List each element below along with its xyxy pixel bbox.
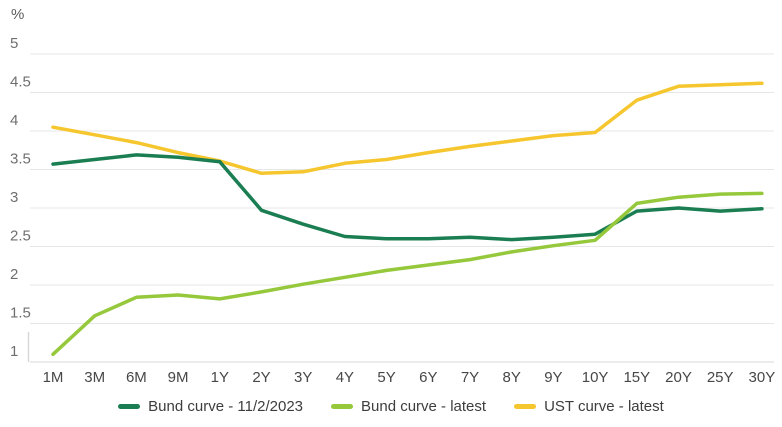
x-axis-tick-label: 10Y xyxy=(582,369,609,386)
bund-curve-latest-line[interactable] xyxy=(51,191,764,357)
y-axis-tick-label: 2.5 xyxy=(10,228,31,245)
x-axis-tick-label: 15Y xyxy=(623,369,650,386)
legend-label: Bund curve - 11/2/2023 xyxy=(148,398,303,415)
y-axis-tick-label: 5 xyxy=(10,35,18,52)
legend-item-ust-latest[interactable]: UST curve - latest xyxy=(514,398,664,415)
x-axis-tick-label: 1M xyxy=(43,369,64,386)
bund-curve-2023-line[interactable] xyxy=(51,153,764,242)
x-axis-tick-label: 3Y xyxy=(294,369,312,386)
x-axis-tick-label: 6Y xyxy=(419,369,437,386)
y-axis-unit-label: % xyxy=(11,6,25,23)
x-axis-tick-label: 9Y xyxy=(544,369,562,386)
x-axis-tick-label: 7Y xyxy=(461,369,479,386)
bund-2023-series-swatch xyxy=(118,404,141,409)
x-axis-tick-label: 4Y xyxy=(336,369,354,386)
legend-label: UST curve - latest xyxy=(544,398,664,415)
legend-item-bund-2023[interactable]: Bund curve - 11/2/2023 xyxy=(118,398,303,415)
ust-curve-latest-line[interactable] xyxy=(51,81,764,176)
x-axis-tick-label: 2Y xyxy=(252,369,270,386)
y-axis-tick-label: 1.5 xyxy=(10,305,31,322)
legend-item-bund-latest[interactable]: Bund curve - latest xyxy=(331,398,486,415)
chart-legend: Bund curve - 11/2/2023 Bund curve - late… xyxy=(0,398,782,415)
bund-latest-series-swatch xyxy=(331,404,353,409)
y-axis-tick-label: 4 xyxy=(10,112,18,129)
x-axis-tick-label: 8Y xyxy=(503,369,521,386)
y-axis-tick-label: 3.5 xyxy=(10,151,31,168)
x-axis-tick-label: 30Y xyxy=(749,369,776,386)
y-axis-tick-label: 1 xyxy=(10,343,18,360)
y-axis-tick-label: 2 xyxy=(10,266,18,283)
ust-latest-series-swatch xyxy=(514,404,537,409)
x-axis-tick-label: 5Y xyxy=(377,369,395,386)
legend-label: Bund curve - latest xyxy=(361,398,487,415)
x-axis-tick-label: 6M xyxy=(126,369,147,386)
y-axis-tick-label: 4.5 xyxy=(10,74,31,91)
x-axis-tick-label: 20Y xyxy=(665,369,692,386)
x-axis-tick-label: 25Y xyxy=(707,369,734,386)
x-axis-tick-label: 1Y xyxy=(211,369,229,386)
y-axis-tick-label: 3 xyxy=(10,189,18,206)
x-axis-tick-label: 9M xyxy=(168,369,189,386)
x-axis-tick-label: 3M xyxy=(84,369,105,386)
